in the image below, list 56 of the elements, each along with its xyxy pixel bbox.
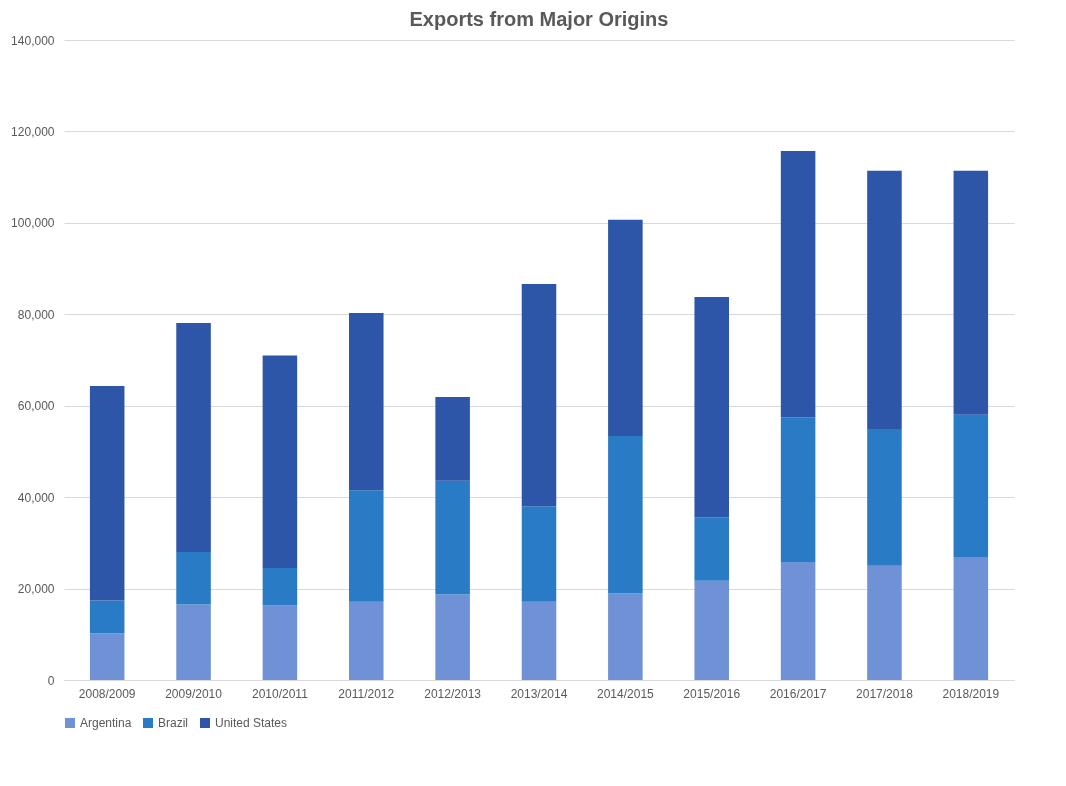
bar [867,429,902,566]
x-tick-label: 2009/2010 [165,686,223,701]
bar [89,386,125,601]
bar [176,322,211,552]
x-tick-label: 2013/2014 [510,686,568,701]
y-tick-label: 60,000 [17,399,55,414]
bar [349,312,384,491]
x-tick-label: 2010/2011 [251,686,309,701]
bar [694,517,729,581]
bar [435,594,470,680]
bar [89,600,125,634]
bar [262,355,298,568]
bar [435,397,470,481]
bar [176,552,211,605]
x-tick-label: 2012/2013 [424,686,482,701]
bar [521,601,557,680]
bar [349,601,384,680]
bar [867,565,902,680]
bar [953,414,989,558]
bar [780,151,816,418]
x-tick-label: 2015/2016 [683,686,741,701]
legend-label: Brazil [158,716,189,730]
bar [521,506,557,602]
y-tick-label: 140,000 [11,33,55,48]
y-tick-label: 0 [47,673,55,688]
bar [780,417,816,563]
bar [262,568,298,606]
legend-label: United States [215,716,288,730]
y-tick-label: 100,000 [11,216,55,231]
bar [608,593,643,680]
bar [694,296,729,518]
x-tick-label: 2018/2019 [942,686,1000,701]
y-tick-label: 40,000 [17,490,55,505]
bar [953,170,989,415]
bar [953,557,989,680]
bar [780,562,816,680]
bar [89,633,125,680]
bar [608,435,643,594]
bar [262,605,298,680]
legend-label: Argentina [80,716,132,730]
x-tick-label: 2017/2018 [856,686,914,701]
bar [694,580,729,680]
y-tick-label: 20,000 [17,582,55,597]
x-tick-label: 2008/2009 [78,686,136,701]
bar [435,480,470,595]
chart-title: Exports from Major Origins [409,8,669,30]
x-tick-label: 2014/2015 [597,686,655,701]
y-tick-label: 80,000 [17,307,55,322]
x-tick-label: 2016/2017 [769,686,827,701]
bar [867,170,902,430]
bar [608,219,643,436]
x-tick-label: 2011/2012 [338,686,395,701]
bar [176,604,211,680]
bar [349,490,384,602]
y-tick-label: 120,000 [11,124,55,139]
bar [521,284,557,507]
